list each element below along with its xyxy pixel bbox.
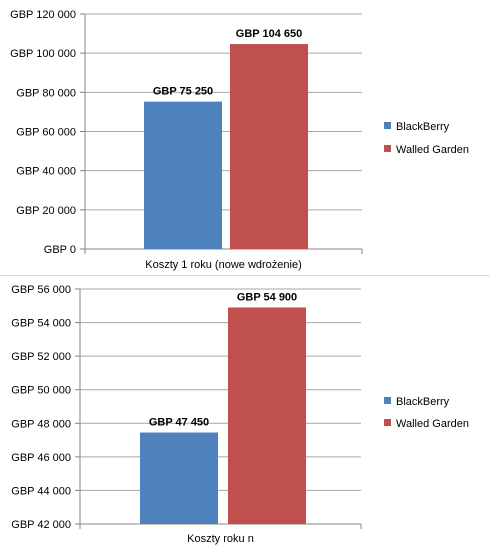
x-category-label: Koszty 1 roku (nowe wdrożenie) — [145, 259, 302, 271]
y-tick-label: GBP 48 000 — [11, 418, 71, 430]
data-label: GBP 104 650 — [236, 28, 302, 40]
y-tick-label: GBP 54 000 — [11, 318, 71, 330]
y-tick-label: GBP 100 000 — [10, 48, 76, 60]
data-label: GBP 75 250 — [153, 86, 213, 98]
chart-year-n-costs: GBP 42 000 GBP 44 000 GBP 46 000 GBP 48 000… — [11, 284, 469, 545]
legend-label: BlackBerry — [396, 121, 450, 133]
legend-label: BlackBerry — [396, 396, 450, 408]
y-tick-label: GBP 46 000 — [11, 452, 71, 464]
bar-walled-garden — [228, 307, 306, 524]
y-tick-label: GBP 52 000 — [11, 351, 71, 363]
y-tick-label: GBP 50 000 — [11, 385, 71, 397]
y-tick-label: GBP 56 000 — [11, 284, 71, 296]
y-tick-label: GBP 60 000 — [16, 127, 76, 139]
bar-walled-garden — [230, 44, 308, 249]
legend-label: Walled Garden — [396, 418, 469, 430]
data-label: GBP 54 900 — [237, 291, 297, 303]
y-tick-label: GBP 20 000 — [16, 205, 76, 217]
chart-panel-year-n: GBP 42 000 GBP 44 000 GBP 46 000 GBP 48 000… — [0, 276, 490, 557]
legend-swatch — [384, 122, 391, 129]
legend-label: Walled Garden — [396, 144, 469, 156]
legend-swatch — [384, 397, 391, 404]
bar-blackberry — [140, 432, 218, 524]
chart-panel-first-year: GBP 0 GBP 20 000 GBP 40 000 GBP 60 000 GBP 8… — [0, 0, 490, 276]
y-tick-label: GBP 80 000 — [16, 87, 76, 99]
y-tick-label: GBP 0 — [44, 244, 76, 256]
y-tick-label: GBP 120 000 — [10, 9, 76, 21]
chart-first-year-costs: GBP 0 GBP 20 000 GBP 40 000 GBP 60 000 GBP 8… — [10, 9, 469, 271]
y-tick-label: GBP 40 000 — [16, 166, 76, 178]
legend-swatch — [384, 419, 391, 426]
bar-blackberry — [144, 101, 222, 250]
y-tick-label: GBP 42 000 — [11, 519, 71, 531]
y-tick-label: GBP 44 000 — [11, 485, 71, 497]
legend-swatch — [384, 145, 391, 152]
data-label: GBP 47 450 — [149, 417, 209, 429]
x-category-label: Koszty roku n — [187, 533, 254, 545]
